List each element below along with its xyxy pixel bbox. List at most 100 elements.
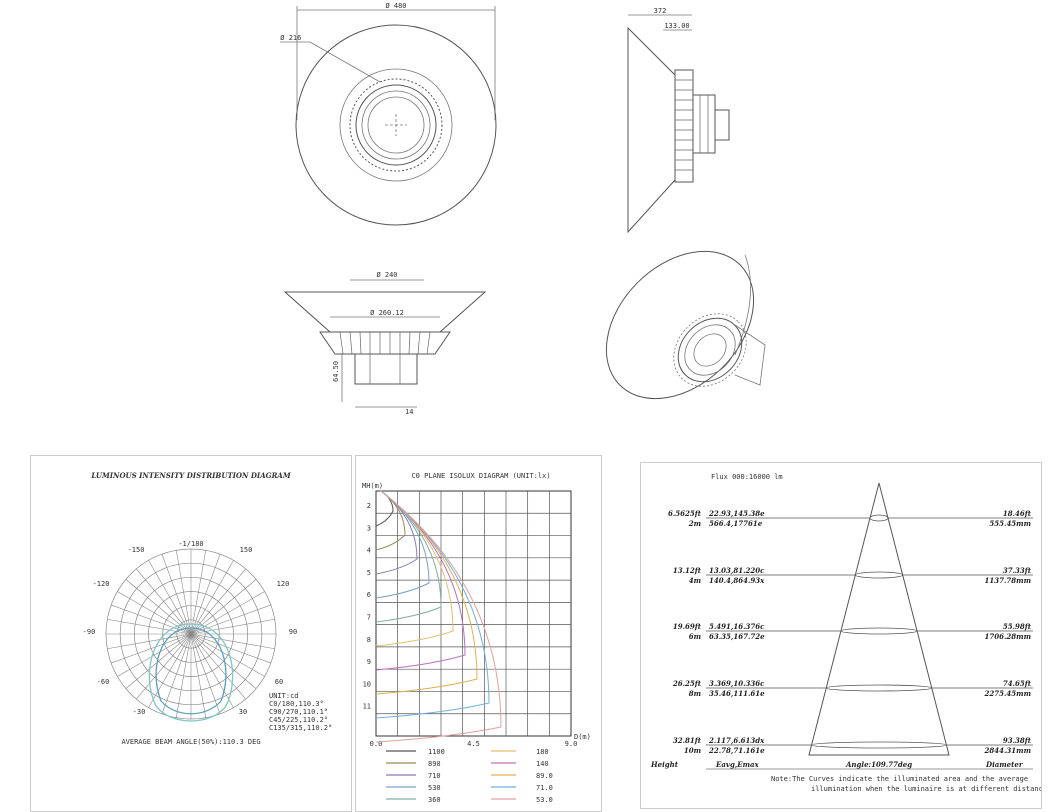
cone-illum-bottom: 566.4,17761e <box>709 519 763 528</box>
footer-height: Height <box>650 760 679 769</box>
y-tick: 8 <box>367 636 371 644</box>
note-line1: Note:The Curves indicate the illuminated… <box>771 775 1028 783</box>
legend-value: 710 <box>428 772 441 780</box>
angle-r60: 60 <box>275 678 283 686</box>
isolux-curve <box>375 490 466 671</box>
bottom-inner-dim: Ø 240 <box>376 271 397 279</box>
polar-distribution-panel: LUMINOUS INTENSITY DISTRIBUTION DIAGRAM … <box>30 455 352 812</box>
y-tick: 11 <box>363 703 371 711</box>
legend-value: 890 <box>428 760 441 768</box>
angle-l60: -60 <box>97 678 110 686</box>
cone-section <box>825 684 933 692</box>
cone-height-m: 10m <box>684 746 701 755</box>
legend-c45: C45/225,110.2° <box>269 716 328 724</box>
cone-illum-bottom: 140.4,864.93x <box>709 576 765 585</box>
isolux-curve <box>375 490 418 575</box>
cone-diam-bottom: 555.45mm <box>989 519 1031 528</box>
isolux-legend: 1100 890 710 530 360 180 140 89.0 71.0 53.0 <box>386 748 553 804</box>
cone-diam-top: 93.38ft <box>1003 736 1032 745</box>
footer-diameter: Diameter <box>985 760 1024 769</box>
legend-c90: C90/270,110.1° <box>269 708 328 716</box>
y-tick: 6 <box>367 591 371 599</box>
polar-curve-c0 <box>148 623 234 722</box>
isometric-view-drawing <box>605 250 766 400</box>
note-line2: illumination when the luminaire is at di… <box>811 785 1041 793</box>
footer-eavg: Eavg,Emax <box>715 760 760 769</box>
isolux-diagram: C0 PLANE ISOLUX DIAGRAM (UNIT:lx) MH(m) … <box>362 472 591 804</box>
y-tick: 7 <box>367 614 371 622</box>
y-tick: 5 <box>367 569 371 577</box>
side-partial-dim: 133.00 <box>664 22 689 30</box>
legend-value: 360 <box>428 796 441 804</box>
polar-curve-c90 <box>155 627 227 715</box>
legend-c135: C135/315,110.2° <box>269 724 332 732</box>
x-tick: 9.0 <box>565 740 578 748</box>
cone-section <box>869 514 889 522</box>
cone-height-ft: 19.69ft <box>673 622 702 631</box>
legend-value: 71.0 <box>536 784 553 792</box>
legend-value: 530 <box>428 784 441 792</box>
legend-value: 53.0 <box>536 796 553 804</box>
x-axis-label: D(m) <box>574 733 591 741</box>
angle-l120: -120 <box>93 580 110 588</box>
angle-l150: -150 <box>128 546 145 554</box>
y-axis-label: MH(m) <box>362 482 383 490</box>
unit-label: UNIT:cd <box>269 692 299 700</box>
isolux-curve <box>375 490 454 647</box>
cone-illum-bottom: 22.78,71.161e <box>708 746 765 755</box>
cone-illum-top: 13.03,81.220c <box>709 566 765 575</box>
isolux-curve <box>375 490 490 719</box>
bottom-height-dim: 64.50 <box>332 361 340 382</box>
y-tick: 10 <box>363 680 371 688</box>
angle-l90: -90 <box>83 628 96 636</box>
polar-diagram: LUMINOUS INTENSITY DISTRIBUTION DIAGRAM … <box>83 471 333 746</box>
cone-height-ft: 26.25ft <box>672 679 702 688</box>
beam-angle-label: AVERAGE BEAM ANGLE(50%):110.3 DEG <box>121 738 260 746</box>
angle-top: -1/180 <box>178 540 203 548</box>
cone-height-m: 6m <box>689 632 701 641</box>
isolux-curve <box>375 490 478 695</box>
cone-section <box>840 627 918 635</box>
cone-height-ft: 13.12ft <box>673 566 702 575</box>
side-view-drawing: 372 133.00 <box>627 7 730 234</box>
cone-illum-top: 3.369,10.336c <box>709 679 765 688</box>
angle-r90: 90 <box>289 628 297 636</box>
cone-height-ft: 32.81ft <box>673 736 702 745</box>
legend-c0: C0/180,110.3° <box>269 700 324 708</box>
cone-diam-top: 18.46ft <box>1003 509 1032 518</box>
x-tick: 4.5 <box>467 740 480 748</box>
cone-diam-top: 55.98ft <box>1003 622 1032 631</box>
cone-diam-bottom: 1706.28mm <box>985 632 1031 641</box>
angle-r150: 150 <box>240 546 253 554</box>
cone-diam-bottom: 1137.78mm <box>985 576 1031 585</box>
angle-l30: -30 <box>133 708 146 716</box>
illumination-cone-panel: Flux 000:16000 lm 6.5625ft 2m 22.93,145.38… <box>640 462 1042 809</box>
isolux-curve <box>375 490 502 743</box>
legend-value: 140 <box>536 760 549 768</box>
pcd-label: P.C.D Ø 216 <box>280 34 301 42</box>
front-diameter-dim: Ø 480 <box>385 2 406 10</box>
cone-illum-top: 2.117,6.613dx <box>708 736 765 745</box>
angle-r30: 30 <box>239 708 247 716</box>
isolux-curve <box>375 490 430 599</box>
cone-diam-top: 74.65ft <box>1003 679 1032 688</box>
cone-height-m: 4m <box>689 576 701 585</box>
cone-header: Flux 000:16000 lm <box>711 473 783 481</box>
cone-illum-bottom: 35.46,111.61e <box>709 689 765 698</box>
isolux-curve <box>375 490 406 551</box>
y-tick: 9 <box>367 658 371 666</box>
x-tick: 0.0 <box>370 740 383 748</box>
isolux-curve <box>375 490 394 527</box>
cone-illum-top: 22.93,145.38e <box>708 509 765 518</box>
polar-grid <box>105 548 277 720</box>
cone-height-m: 8m <box>689 689 701 698</box>
legend-value: 1100 <box>428 748 445 756</box>
side-total-dim: 372 <box>654 7 667 15</box>
cone-illum-top: 5.491,16.376c <box>709 622 765 631</box>
legend-value: 180 <box>536 748 549 756</box>
legend-value: 89.0 <box>536 772 553 780</box>
bottom-mid-dim: Ø 260.12 <box>370 309 404 317</box>
y-tick: 2 <box>367 502 371 510</box>
